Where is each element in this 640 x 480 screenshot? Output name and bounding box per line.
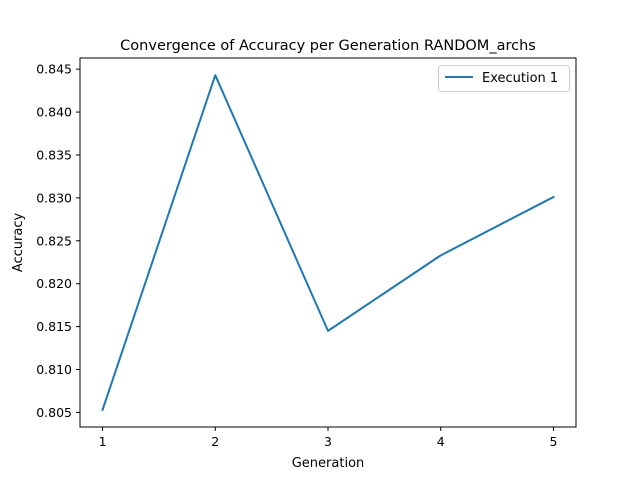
y-tick-label: 0.810 bbox=[36, 362, 72, 377]
series-line-execution-1 bbox=[101, 74, 555, 412]
y-tick-label: 0.825 bbox=[36, 233, 72, 248]
x-tick-label: 2 bbox=[211, 434, 219, 449]
y-tick-label: 0.845 bbox=[36, 62, 72, 77]
axes-frame bbox=[79, 57, 577, 428]
series-layer bbox=[101, 74, 555, 412]
legend-box bbox=[438, 65, 570, 92]
y-tick-label: 0.820 bbox=[36, 276, 72, 291]
legend-label-execution-1: Execution 1 bbox=[482, 71, 558, 86]
x-axis-label: Generation bbox=[292, 456, 365, 471]
x-tick-label: 4 bbox=[437, 434, 445, 449]
y-axis-label: Accuracy bbox=[11, 213, 26, 273]
y-tick-label: 0.805 bbox=[36, 405, 72, 420]
y-tick-label: 0.815 bbox=[36, 319, 72, 334]
y-tick-label: 0.835 bbox=[36, 147, 72, 162]
y-axis-ticks: 0.805 0.810 0.815 0.820 0.825 0.830 0.835 0.840… bbox=[36, 62, 80, 420]
axes-background bbox=[80, 58, 576, 427]
x-axis-ticks: 1 2 3 4 5 bbox=[99, 427, 557, 449]
x-tick-label: 1 bbox=[99, 434, 107, 449]
plot-area: 1 2 3 4 5 0.805 0.810 0.815 0.820 0.825 0.830 0.83… bbox=[36, 57, 577, 449]
y-tick-label: 0.830 bbox=[36, 190, 72, 205]
chart-title: Convergence of Accuracy per Generation R… bbox=[120, 38, 536, 54]
y-tick-label: 0.840 bbox=[36, 105, 72, 120]
x-tick-label: 3 bbox=[324, 434, 332, 449]
x-tick-label: 5 bbox=[549, 434, 557, 449]
legend: Execution 1 bbox=[438, 65, 570, 92]
